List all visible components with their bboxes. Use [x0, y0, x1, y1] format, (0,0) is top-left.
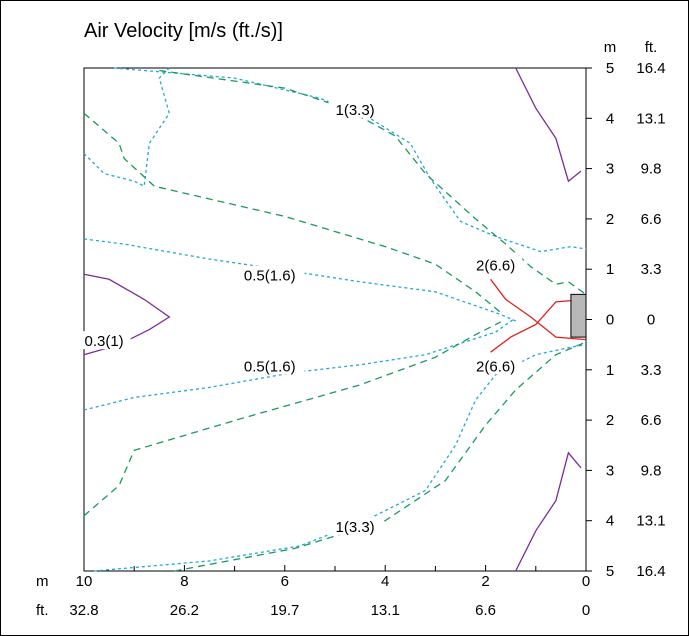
contour-line-0-5 [83, 67, 171, 188]
contour-line-1 [159, 69, 587, 295]
y-tick-label-ft: 6.6 [641, 211, 662, 228]
contour-label: 0.5(1.6) [244, 268, 296, 285]
contour-label-bg [469, 356, 523, 375]
chart-title: Air Velocity [m/s (ft./s)] [84, 20, 283, 42]
x-axis: 10 32.8 8 26.2 6 19.7 4 13.1 2 6.6 0 0 m ft. [36, 565, 590, 619]
x-unit-m: m [36, 573, 49, 590]
y-tick-label-m: 1 [606, 261, 614, 278]
contour-line-0-3 [515, 451, 582, 572]
y-tick-label-ft: 9.8 [641, 462, 662, 479]
y-tick-label-ft: 3.3 [641, 362, 662, 379]
y-tick-label-m: 2 [606, 211, 614, 228]
contour-label-bg [328, 99, 382, 118]
outlet-marker [570, 293, 587, 338]
contour-label: 1(3.3) [335, 102, 374, 119]
y-tick-label-m: 5 [606, 563, 614, 580]
x-tick-label-ft: 26.2 [170, 602, 199, 619]
contour-label-bg [328, 517, 382, 536]
x-tick-label-m: 0 [582, 573, 590, 590]
y-tick-label-m: 4 [606, 110, 614, 127]
contour-label: 2(6.6) [476, 358, 515, 375]
y-tick-label-m: 2 [606, 412, 614, 429]
y-tick-label-m: 5 [606, 60, 614, 77]
y-tick-label-ft: 3.3 [641, 261, 662, 278]
y-tick-label-ft: 6.6 [641, 412, 662, 429]
contour-lines [83, 67, 587, 572]
contour-line-0-5 [93, 343, 587, 572]
y-tick-label-ft: 13.1 [636, 110, 665, 127]
y-tick-label-ft: 16.4 [636, 60, 665, 77]
x-tick-label-m: 2 [481, 573, 489, 590]
contour-label-bg [234, 356, 305, 375]
x-unit-ft: ft. [36, 602, 49, 619]
y-tick-label-ft: 16.4 [636, 563, 665, 580]
x-tick-label-m: 6 [281, 573, 289, 590]
contour-line-1 [174, 341, 587, 572]
x-tick-label-ft: 32.8 [69, 602, 98, 619]
outlet-box [570, 293, 587, 338]
contour-label-bg [469, 255, 523, 274]
contour-line-0-5 [83, 238, 519, 323]
y-axis: 5 16.4 4 13.1 3 9.8 2 6.6 1 3.3 0 0 1 3.3 2 6.6 3 9.8 4 13.… [586, 39, 666, 580]
x-tick-label-m: 10 [76, 573, 93, 590]
contour-label-bg [234, 265, 305, 284]
y-tick-label-m: 3 [606, 161, 614, 178]
x-tick-label-m: 8 [180, 573, 188, 590]
y-tick-label-m: 3 [606, 462, 614, 479]
contour-label-bg [77, 331, 131, 350]
y-unit-m: m [604, 39, 617, 56]
x-tick-label-ft: 0 [582, 602, 590, 619]
y-tick-label-ft: 13.1 [636, 513, 665, 530]
y-tick-label-m: 4 [606, 513, 614, 530]
y-unit-ft: ft. [645, 39, 658, 56]
contour-line-1 [83, 321, 501, 517]
contour-line-1 [83, 112, 504, 316]
contour-label: 1(3.3) [335, 519, 374, 536]
contour-line-2 [490, 278, 587, 341]
contour-line-0-5 [114, 67, 587, 253]
contour-label: 0.3(1) [84, 333, 123, 350]
contour-label: 2(6.6) [476, 258, 515, 275]
contour-line-2 [490, 298, 587, 353]
y-tick-label-ft: 9.8 [641, 161, 662, 178]
contour-line-0-3 [515, 67, 582, 183]
contour-line-0-5 [83, 318, 514, 411]
x-tick-label-ft: 6.6 [475, 602, 496, 619]
y-tick-label-m: 1 [606, 362, 614, 379]
contour-label: 0.5(1.6) [244, 358, 296, 375]
x-tick-label-ft: 13.1 [371, 602, 400, 619]
plot-area [83, 67, 587, 572]
x-tick-label-m: 4 [381, 573, 389, 590]
x-tick-label-ft: 19.7 [270, 602, 299, 619]
contour-labels: 1(3.3) 0.5(1.6) 0.3(1) 0.5(1.6) 2(6.6) 2(6.6)… [77, 99, 523, 536]
y-tick-label-ft: 0 [647, 312, 655, 329]
y-tick-label-m: 0 [606, 312, 614, 329]
